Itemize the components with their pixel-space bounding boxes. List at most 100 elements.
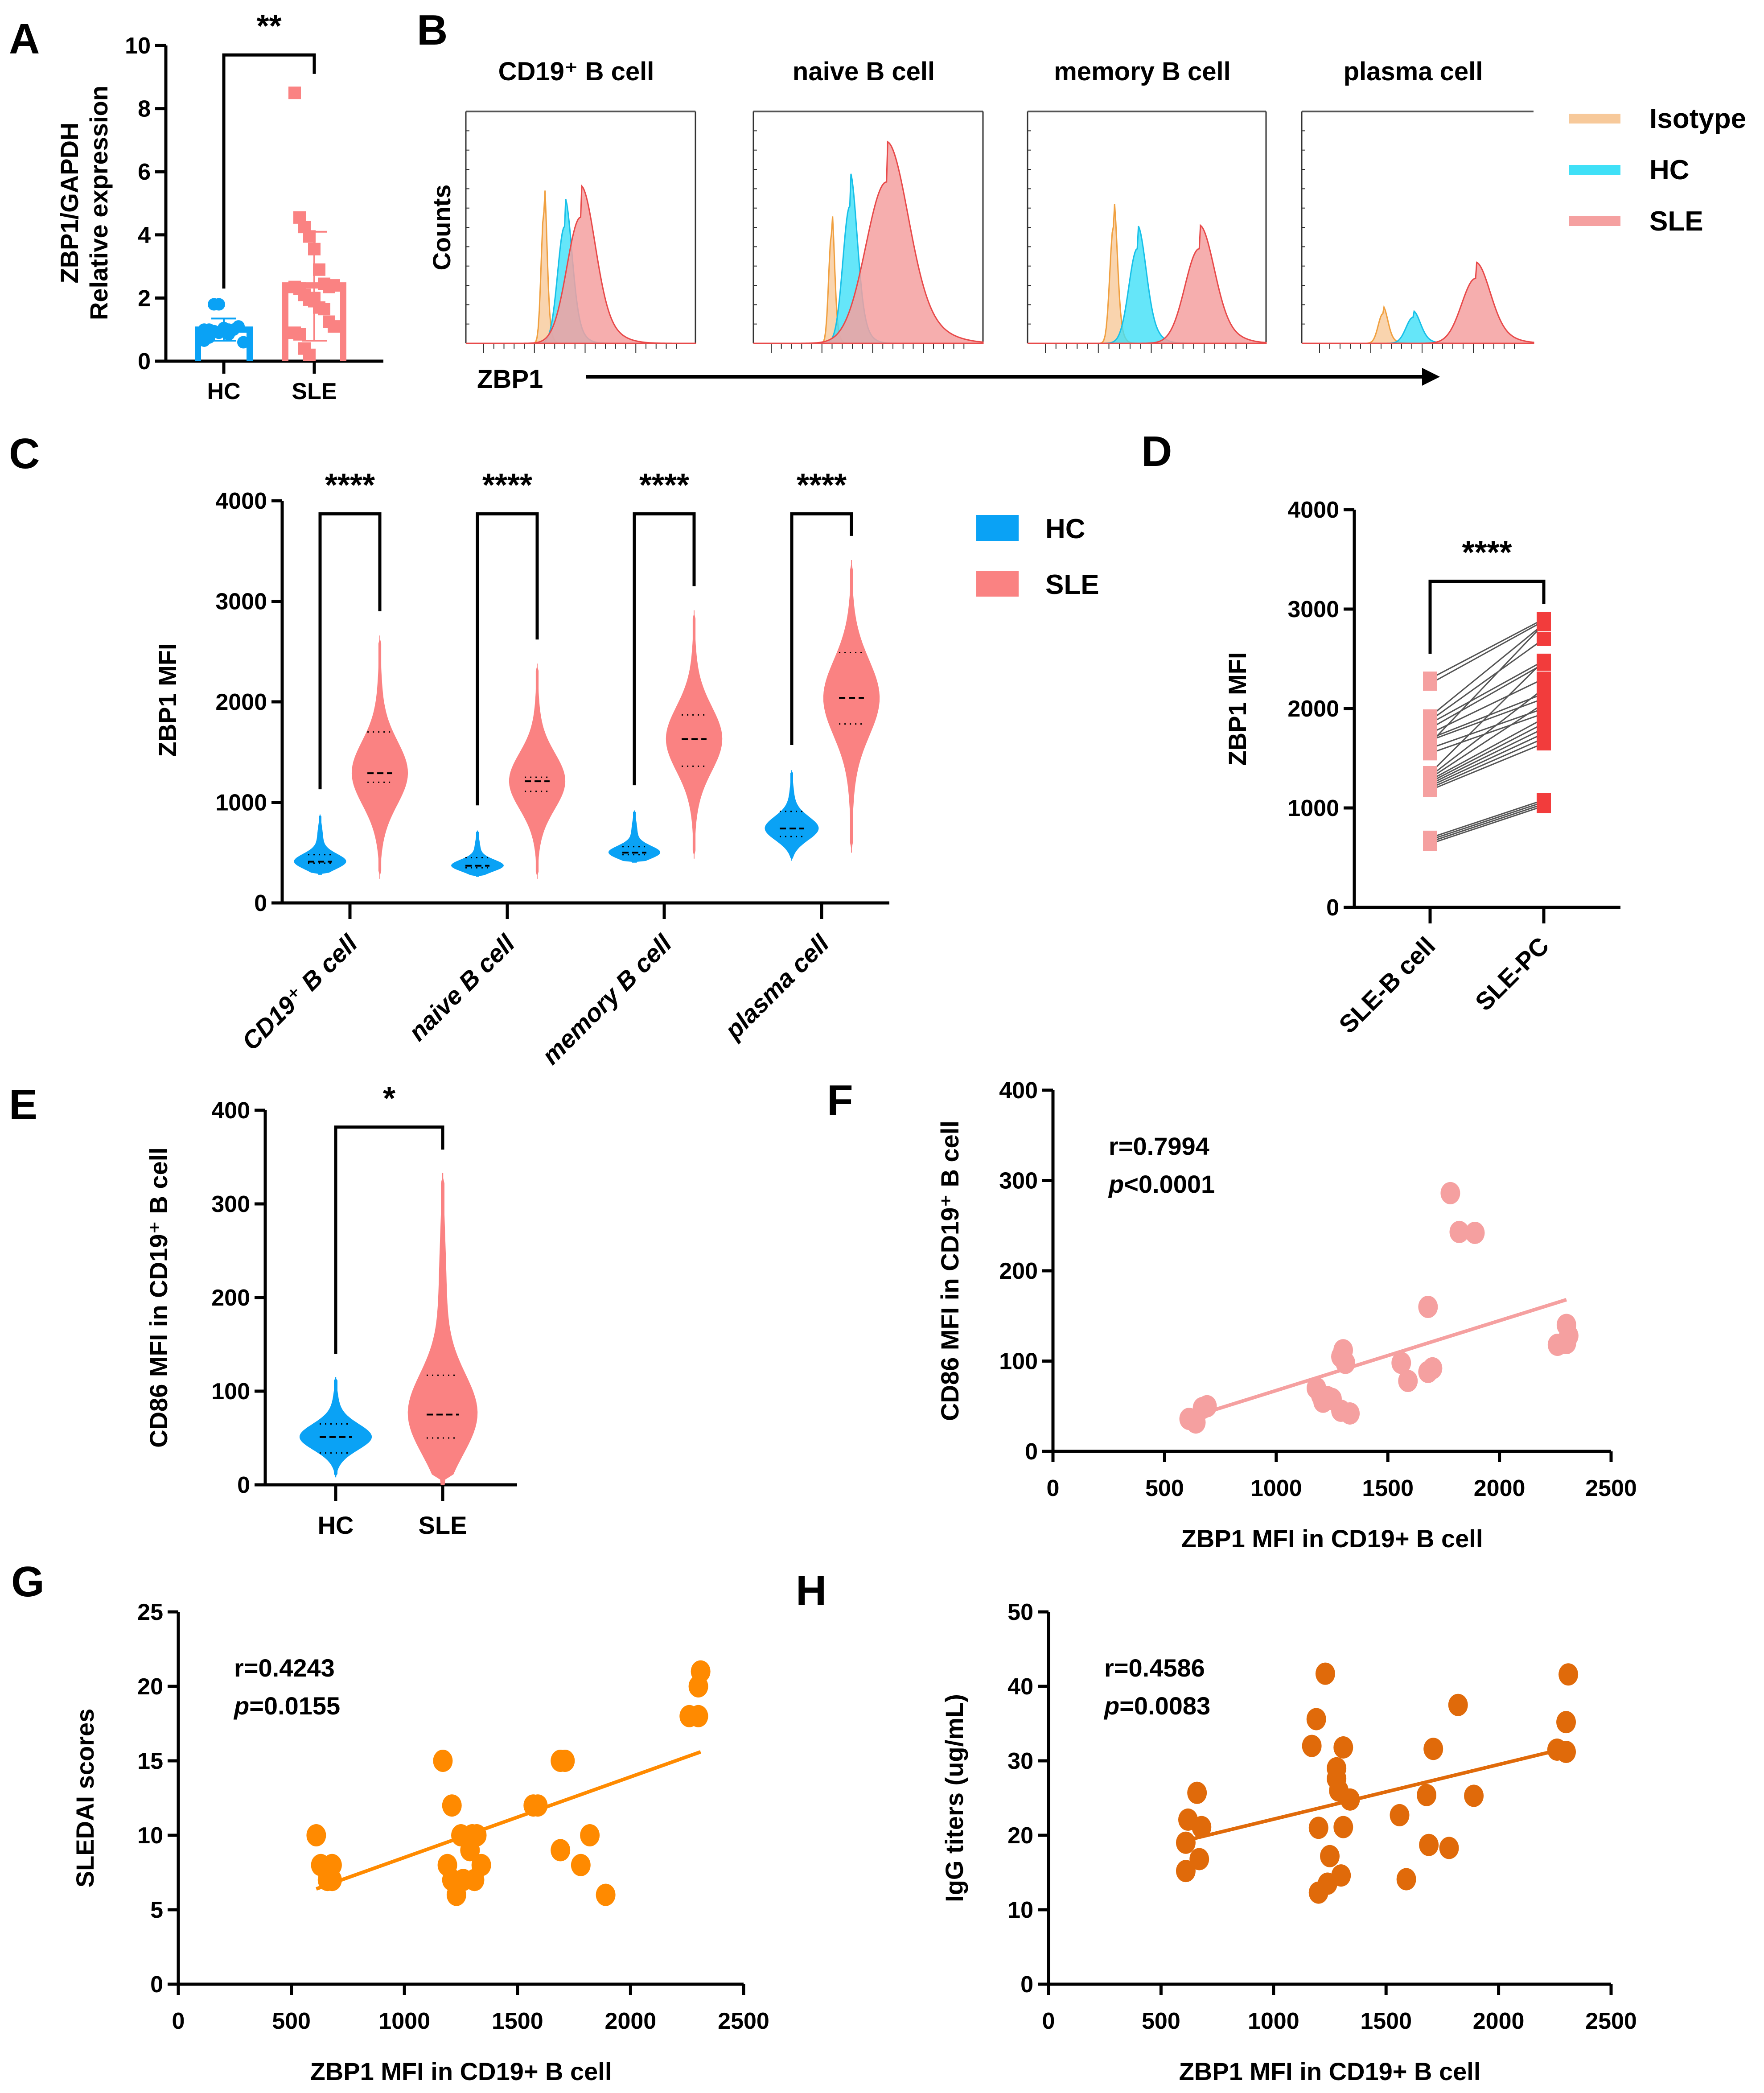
subplot-title: CD19⁺ B cell (498, 57, 654, 86)
data-point (1449, 1220, 1469, 1243)
significance-bracket (334, 1125, 444, 1354)
y-axis-label-line: IgG titers (ug/mL) (940, 1694, 968, 1902)
paired-line (1430, 713, 1544, 754)
y-tick-label: 400 (211, 1098, 250, 1124)
y-tick-label: 100 (999, 1349, 1038, 1375)
paired-line (1430, 801, 1544, 840)
y-axis-label: IgG titers (ug/mL) (940, 1694, 968, 1902)
legend-item: SLE (1569, 206, 1703, 237)
data-point (1340, 1788, 1360, 1811)
paired-line (1430, 805, 1544, 845)
panel-letter: C (9, 430, 40, 478)
data-point (213, 298, 225, 311)
x-axis-label: ZBP1 (477, 365, 543, 394)
paired-line (1430, 660, 1544, 724)
legend-swatch (976, 515, 1019, 541)
significance-bracket (476, 512, 539, 806)
y-tick-label: 8 (138, 96, 151, 122)
y-tick-label: 0 (1020, 1972, 1033, 1998)
data-point (1558, 1663, 1579, 1686)
significance-stars: ** (256, 8, 281, 44)
y-tick-label: 15 (137, 1748, 163, 1774)
legend-label: SLE (1045, 569, 1099, 600)
violin-hc (608, 810, 661, 863)
y-axis-label-line: SLEDAI scores (71, 1709, 99, 1888)
regression-line (1191, 1298, 1567, 1419)
violin-sle (509, 663, 566, 879)
correlation-r: r=0.4586 (1104, 1654, 1205, 1682)
data-point (306, 1824, 326, 1846)
p-value: <0.0001 (1124, 1170, 1215, 1198)
x-tick-label: 2000 (605, 2008, 657, 2034)
paired-line (1430, 717, 1544, 781)
data-point (1187, 1781, 1207, 1804)
y-tick-label: 200 (999, 1258, 1038, 1284)
y-tick-label: 40 (1007, 1674, 1033, 1700)
data-point (688, 1705, 708, 1727)
data-point (1336, 1351, 1356, 1374)
violin-sle (407, 1173, 478, 1485)
data-point-b-cell (1423, 746, 1437, 761)
panel-letter: A (9, 15, 40, 63)
paired-line (1430, 728, 1544, 785)
paired-line (1430, 737, 1544, 789)
correlation-r: r=0.7994 (1109, 1132, 1209, 1160)
histogram-sle (1028, 224, 1267, 344)
y-axis-label-line: CD86 MFI in CD19⁺ B cell (144, 1147, 173, 1448)
data-point (222, 323, 235, 336)
y-axis-label-line: Counts (428, 185, 456, 271)
legend-item: HC (1569, 155, 1690, 185)
data-point-pc (1537, 631, 1551, 646)
data-point (571, 1854, 591, 1876)
y-tick-label: 20 (137, 1674, 163, 1700)
data-point-pc (1537, 696, 1551, 711)
x-axis-label: ZBP1 MFI in CD19+ B cell (1179, 2057, 1481, 2085)
data-point (1197, 1395, 1217, 1417)
y-tick-label: 30 (1007, 1748, 1033, 1774)
x-tick-label: naive B cell (403, 929, 520, 1046)
significance-stars: **** (325, 467, 375, 503)
y-tick-label: 10 (125, 33, 151, 59)
p-symbol: p (1108, 1170, 1124, 1198)
data-point (318, 303, 330, 316)
data-point-pc (1537, 736, 1551, 751)
data-point (203, 331, 215, 344)
y-tick-label: 5 (150, 1897, 163, 1923)
data-point (1308, 1817, 1328, 1839)
x-tick-label: HC (318, 1511, 354, 1539)
histogram-sle (466, 184, 696, 344)
paired-line (1430, 693, 1544, 739)
violin-hc (765, 770, 819, 861)
category-group: plasma cell **** (719, 467, 880, 1045)
x-tick-label: 500 (1142, 2008, 1180, 2034)
data-point (303, 348, 316, 361)
y-axis-label: SLEDAI scores (71, 1709, 99, 1888)
data-point (580, 1824, 600, 1846)
x-tick-label: 2500 (718, 2008, 769, 2034)
paired-line (1430, 708, 1544, 749)
data-point (1176, 1860, 1196, 1883)
data-point (467, 1824, 487, 1846)
y-tick-label: 4 (138, 222, 151, 248)
significance-bracket (1428, 580, 1546, 654)
data-point (471, 1854, 491, 1876)
significance-bracket (633, 512, 696, 786)
legend-swatch (1569, 165, 1620, 175)
violin-sle (351, 635, 408, 879)
data-point (293, 328, 306, 341)
histogram-sle (753, 140, 984, 344)
y-tick-label: 400 (999, 1078, 1038, 1104)
y-axis-label: Counts (428, 185, 456, 271)
y-tick-label: 2000 (215, 689, 267, 715)
p-value: =0.0083 (1119, 1692, 1210, 1720)
category-group: memory B cell **** (536, 467, 723, 1070)
data-point (232, 320, 245, 333)
x-tick-label: 2000 (1474, 1475, 1526, 1501)
data-point (1448, 1693, 1468, 1716)
x-tick-label: CD19⁺ B cell (236, 929, 363, 1055)
data-point (328, 320, 340, 333)
data-point (1418, 1296, 1438, 1318)
histogram-sle (1302, 261, 1534, 344)
data-point (433, 1750, 453, 1772)
y-tick-label: 3000 (215, 589, 267, 615)
